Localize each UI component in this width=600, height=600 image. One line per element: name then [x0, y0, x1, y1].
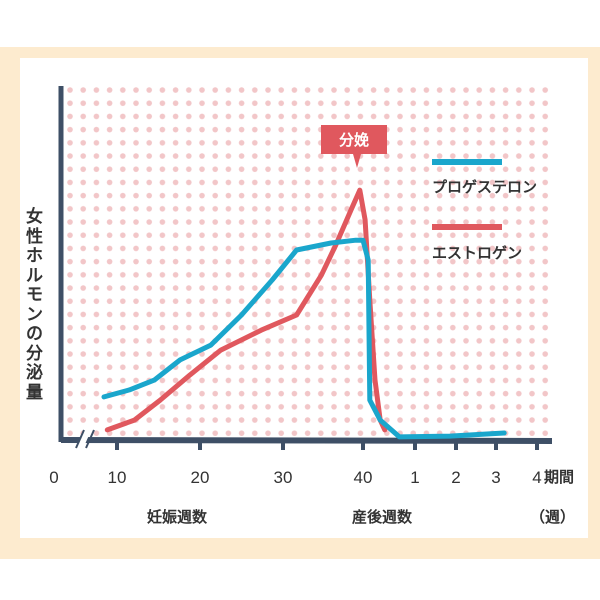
x-ticks	[115, 440, 539, 450]
axis-break	[77, 428, 91, 450]
series-line-estrogen	[104, 187, 388, 433]
x-tick-label: 4	[532, 468, 541, 487]
x-unit-label: 期間	[544, 468, 574, 486]
x-unit-suffix: （週）	[530, 508, 575, 526]
series-lines	[101, 187, 507, 440]
x-tick-label: 3	[491, 468, 500, 487]
postpartum-weeks-label: 産後週数	[352, 508, 413, 526]
legend: プロゲステロン エストロゲン	[432, 159, 537, 262]
annotation-text: 分娩	[339, 131, 369, 149]
x-tick-label: 40	[354, 468, 373, 487]
x-axis	[60, 437, 553, 444]
axes	[58, 86, 553, 450]
x-tick-label: 0	[49, 468, 58, 487]
y-axis-label: 女性ホルモンの分泌量	[26, 207, 43, 403]
annotation-pointer	[353, 154, 361, 168]
x-tick-labels: 0 10 20 30 40 1 2 3 4	[49, 468, 541, 487]
x-tick-label: 20	[191, 468, 210, 487]
series-line-progesterone	[101, 237, 507, 440]
x-tick-label: 10	[108, 468, 127, 487]
legend-label-estrogen: エストロゲン	[432, 244, 522, 262]
x-tick-label: 30	[274, 468, 293, 487]
x-tick-label: 1	[410, 468, 419, 487]
axis-break-mark	[85, 429, 95, 449]
legend-label-progesterone: プロゲステロン	[432, 178, 537, 196]
pregnancy-weeks-label: 妊娠週数	[147, 508, 208, 526]
dot-grid	[64, 86, 550, 436]
annotation-box	[321, 125, 387, 154]
delivery-annotation: 分娩	[321, 125, 387, 168]
x-tick-label: 2	[451, 468, 460, 487]
axis-break-mark	[75, 429, 85, 449]
